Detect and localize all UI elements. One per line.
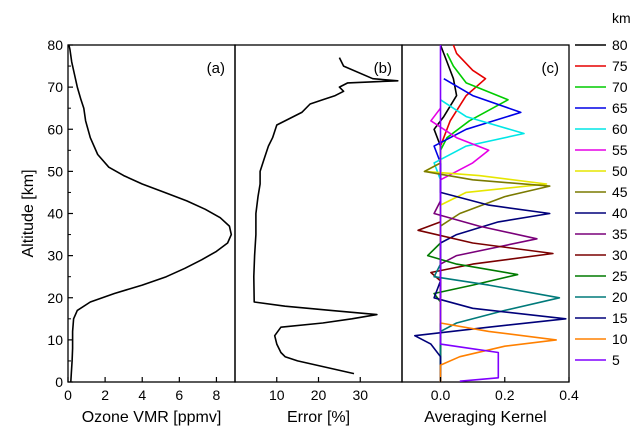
x-tick-label: 0.0 bbox=[431, 387, 451, 403]
series-line bbox=[253, 57, 399, 375]
series-line bbox=[68, 44, 233, 383]
legend-label: 50 bbox=[612, 163, 628, 179]
series-line bbox=[433, 263, 561, 382]
legend-label: 40 bbox=[612, 205, 628, 221]
series-line bbox=[433, 78, 522, 382]
x-tick-label: 10 bbox=[269, 387, 285, 403]
x-tick-label: 4 bbox=[138, 387, 146, 403]
legend-label: 30 bbox=[612, 247, 628, 263]
y-tick-label: 70 bbox=[47, 79, 63, 95]
series-line bbox=[439, 297, 558, 382]
panel-frame bbox=[67, 44, 236, 383]
x-tick-label: 6 bbox=[175, 387, 183, 403]
series-line bbox=[417, 221, 554, 382]
series-line bbox=[426, 242, 519, 382]
legend-label: 45 bbox=[612, 184, 628, 200]
y-tick-label: 40 bbox=[47, 206, 63, 222]
x-tick-label: 0 bbox=[64, 387, 72, 403]
x-tick-label: 0.2 bbox=[495, 387, 515, 403]
panel-frame bbox=[401, 44, 570, 383]
y-tick-label: 80 bbox=[47, 37, 63, 53]
series-line bbox=[439, 179, 551, 382]
y-tick-label: 50 bbox=[47, 163, 63, 179]
y-tick-label: 30 bbox=[47, 248, 63, 264]
x-tick-label: 0.4 bbox=[559, 387, 579, 403]
legend-label: 65 bbox=[612, 100, 628, 116]
panel-tag: (b) bbox=[374, 60, 392, 77]
legend-label: 20 bbox=[612, 289, 628, 305]
legend-label: 80 bbox=[612, 37, 628, 53]
y-tick-label: 60 bbox=[47, 121, 63, 137]
legend-label: 10 bbox=[612, 331, 628, 347]
series-line bbox=[439, 45, 500, 382]
x-tick-label: 20 bbox=[311, 387, 327, 403]
legend-label: 70 bbox=[612, 79, 628, 95]
x-tick-label: 2 bbox=[101, 387, 109, 403]
series-line bbox=[439, 53, 509, 382]
legend-label: 55 bbox=[612, 142, 628, 158]
legend-label: 15 bbox=[612, 310, 628, 326]
legend-label: 60 bbox=[612, 121, 628, 137]
y-axis-title: Altitude [km] bbox=[20, 169, 37, 257]
panel-tag: (c) bbox=[542, 60, 560, 77]
legend-title: km bbox=[612, 10, 631, 26]
legend-label: 75 bbox=[612, 58, 628, 74]
y-tick-label: 10 bbox=[47, 332, 63, 348]
legend-label: 35 bbox=[612, 226, 628, 242]
x-axis-title: Averaging Kernel bbox=[424, 409, 546, 426]
legend-label: 25 bbox=[612, 268, 628, 284]
panel-tag: (a) bbox=[207, 60, 225, 77]
y-tick-label: 20 bbox=[47, 290, 63, 306]
legend-label: 5 bbox=[612, 352, 620, 368]
y-tick-label: 0 bbox=[55, 374, 63, 390]
series-line bbox=[433, 99, 525, 382]
x-tick-label: 30 bbox=[352, 387, 368, 403]
x-tick-label: 8 bbox=[213, 387, 221, 403]
series-line bbox=[413, 280, 567, 382]
x-axis-title: Error [%] bbox=[287, 409, 350, 426]
series-line bbox=[423, 162, 551, 382]
x-axis-title: Ozone VMR [ppmv] bbox=[82, 409, 222, 426]
panel-frame bbox=[234, 44, 403, 383]
